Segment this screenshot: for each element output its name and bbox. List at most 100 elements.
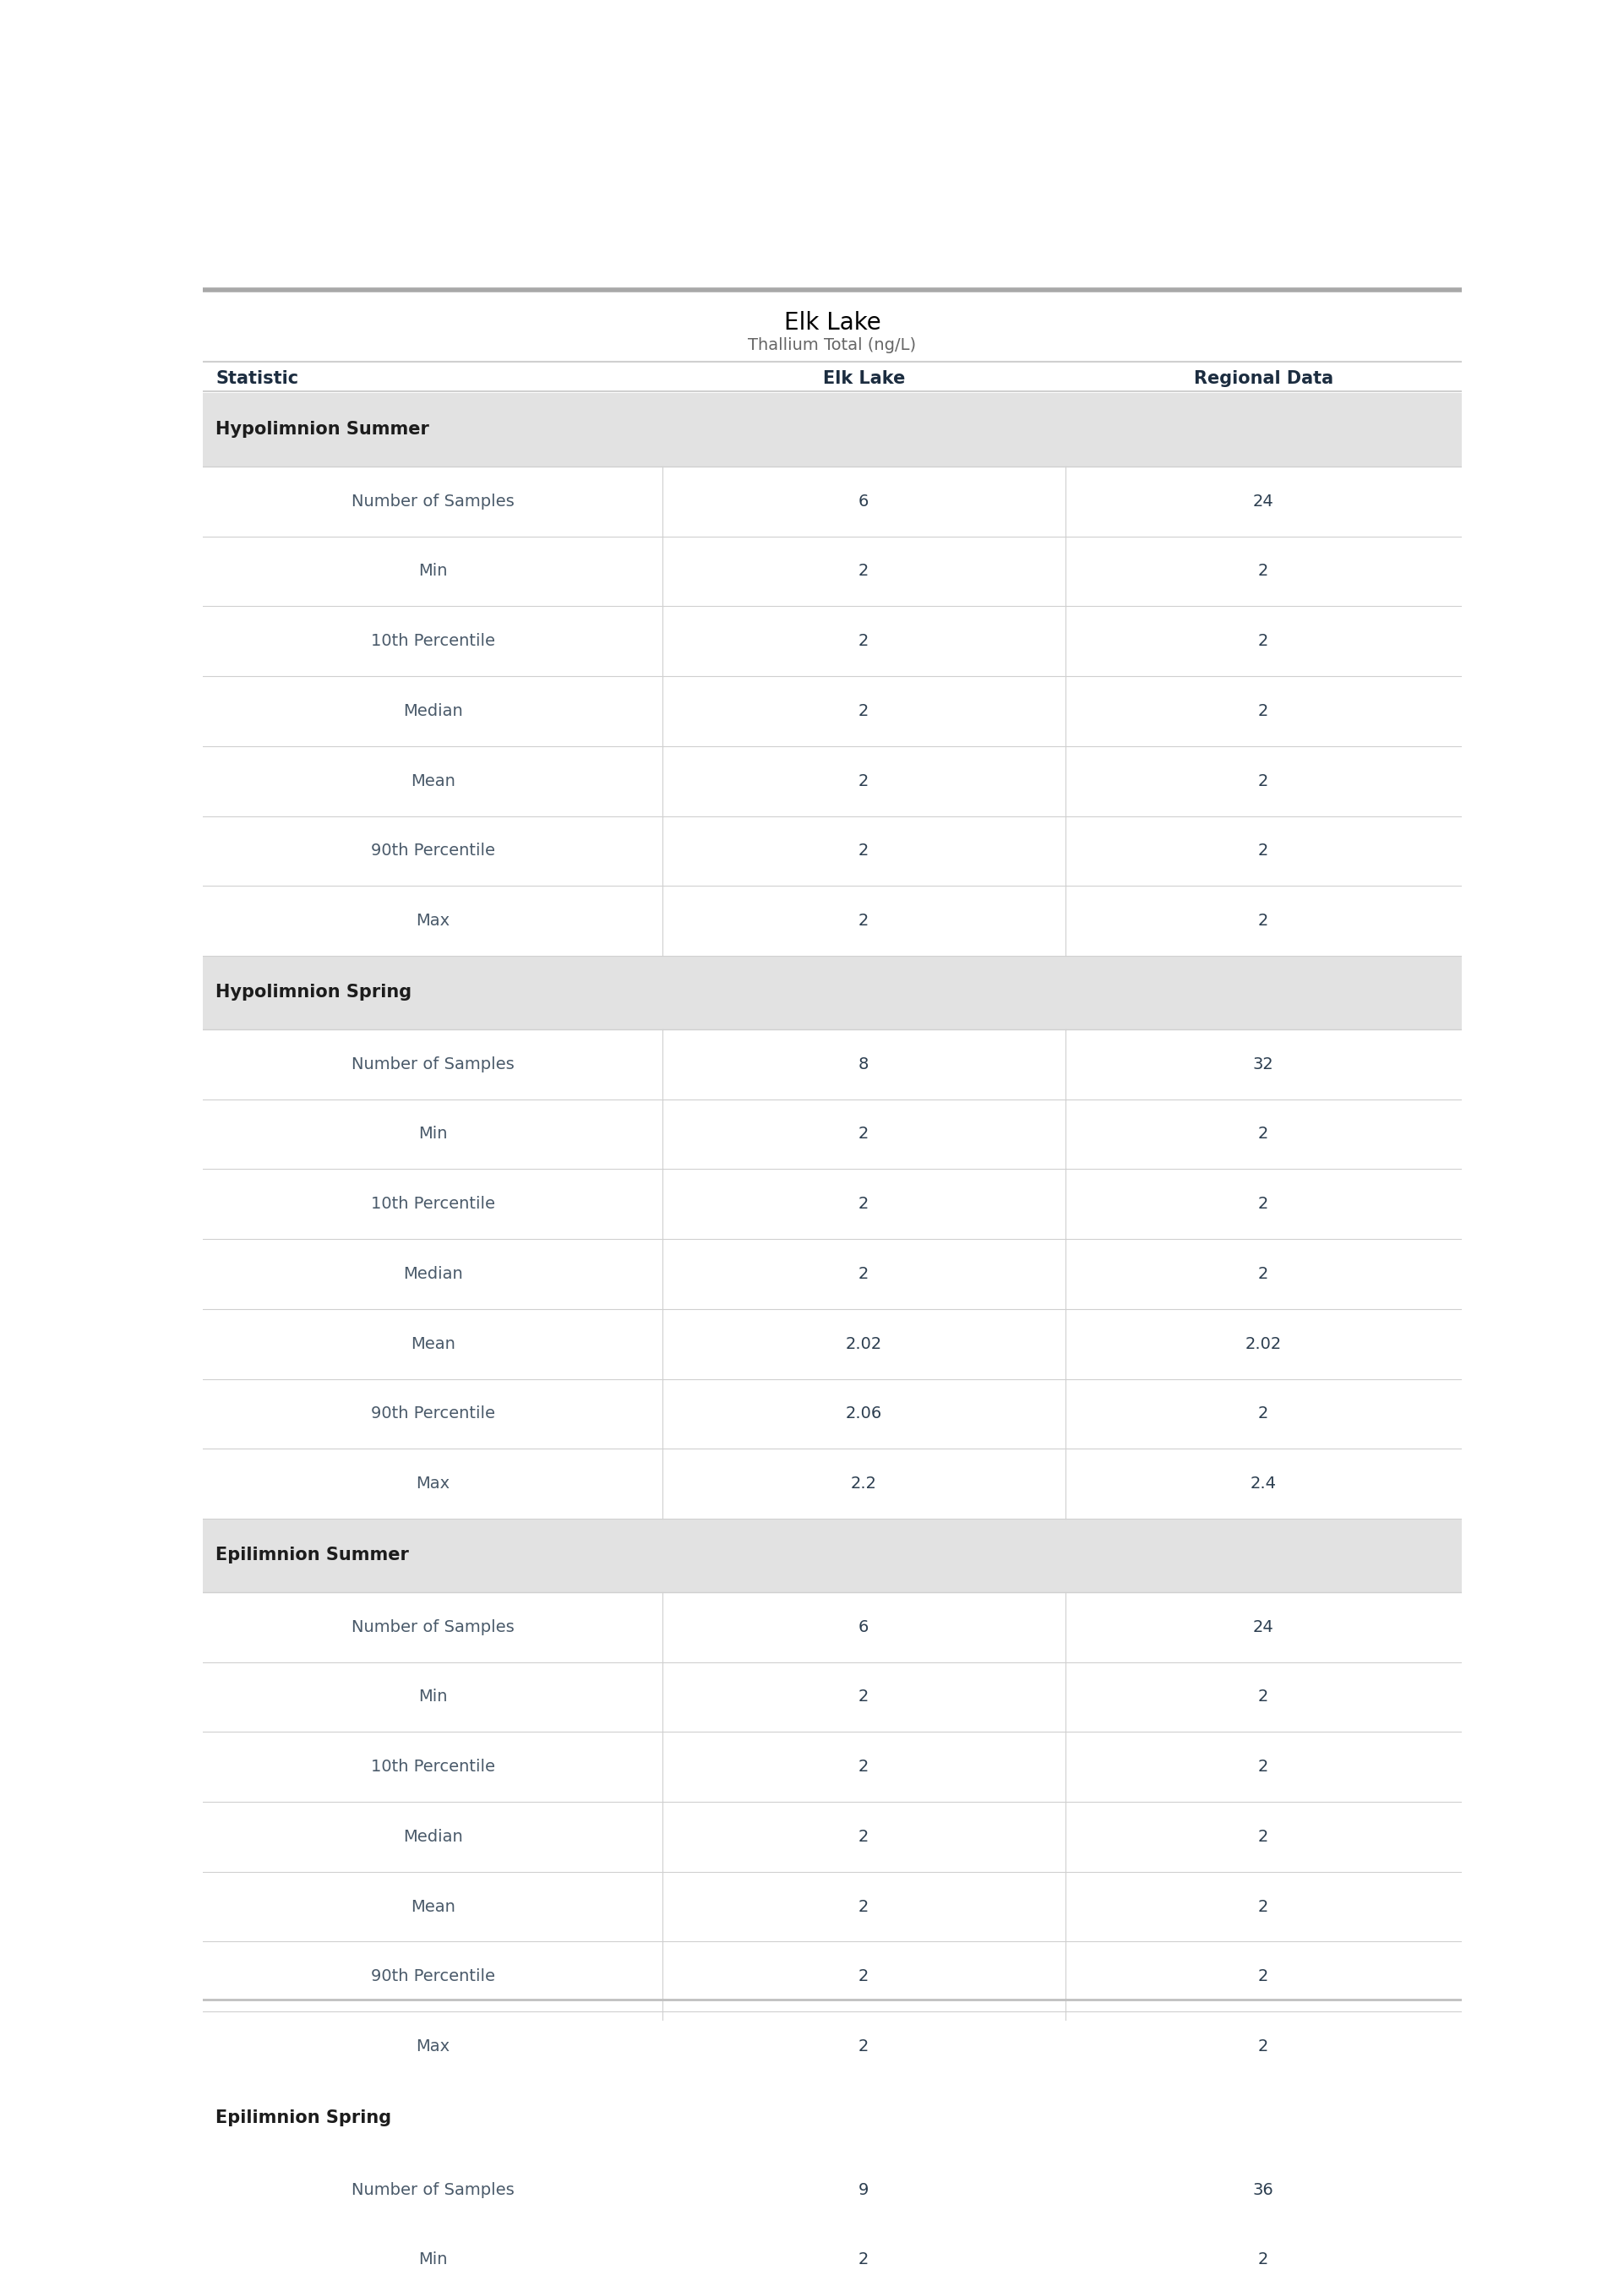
Bar bbox=[203, 676, 1462, 747]
Text: 2: 2 bbox=[859, 1830, 869, 1846]
Text: Min: Min bbox=[417, 1689, 447, 1705]
Text: Max: Max bbox=[416, 913, 450, 928]
Text: 2: 2 bbox=[1259, 842, 1268, 858]
Text: 2.4: 2.4 bbox=[1250, 1476, 1276, 1491]
Text: 10th Percentile: 10th Percentile bbox=[370, 1759, 495, 1775]
Text: 2: 2 bbox=[1259, 704, 1268, 720]
Text: 2: 2 bbox=[859, 2038, 869, 2054]
Bar bbox=[203, 747, 1462, 815]
Text: Elk Lake: Elk Lake bbox=[823, 370, 905, 388]
Text: 2.2: 2.2 bbox=[851, 1476, 877, 1491]
Bar bbox=[203, 2225, 1462, 2270]
Text: 24: 24 bbox=[1252, 493, 1273, 508]
Bar bbox=[203, 1941, 1462, 2011]
Text: 2: 2 bbox=[1259, 1689, 1268, 1705]
Text: Min: Min bbox=[417, 563, 447, 579]
Text: 10th Percentile: 10th Percentile bbox=[370, 633, 495, 649]
Text: 6: 6 bbox=[859, 493, 869, 508]
Text: 2: 2 bbox=[859, 1759, 869, 1775]
Text: Median: Median bbox=[403, 704, 463, 720]
Text: 2: 2 bbox=[859, 1267, 869, 1283]
Text: 2: 2 bbox=[859, 633, 869, 649]
Bar bbox=[203, 1310, 1462, 1378]
Text: 2: 2 bbox=[1259, 1898, 1268, 1914]
Text: 90th Percentile: 90th Percentile bbox=[370, 842, 495, 858]
Text: 2: 2 bbox=[859, 2252, 869, 2268]
Bar bbox=[203, 2011, 1462, 2082]
Bar bbox=[203, 885, 1462, 956]
Text: Number of Samples: Number of Samples bbox=[351, 1056, 515, 1071]
Bar bbox=[203, 956, 1462, 1028]
Text: 2: 2 bbox=[1259, 1759, 1268, 1775]
Text: 2: 2 bbox=[859, 1126, 869, 1142]
Text: 6: 6 bbox=[859, 1619, 869, 1634]
Bar bbox=[203, 2154, 1462, 2225]
Text: Hypolimnion Spring: Hypolimnion Spring bbox=[216, 985, 412, 1001]
Text: 2: 2 bbox=[859, 563, 869, 579]
Text: 90th Percentile: 90th Percentile bbox=[370, 1968, 495, 1984]
Bar bbox=[203, 536, 1462, 606]
Text: 2: 2 bbox=[1259, 2252, 1268, 2268]
Bar bbox=[203, 1448, 1462, 1519]
Text: Epilimnion Spring: Epilimnion Spring bbox=[216, 2109, 391, 2127]
Text: Number of Samples: Number of Samples bbox=[351, 1619, 515, 1634]
Bar bbox=[203, 1519, 1462, 1591]
Text: 2: 2 bbox=[1259, 774, 1268, 790]
Text: Min: Min bbox=[417, 2252, 447, 2268]
Text: 2: 2 bbox=[859, 1898, 869, 1914]
Bar bbox=[203, 606, 1462, 676]
Text: 2: 2 bbox=[1259, 1267, 1268, 1283]
Text: 36: 36 bbox=[1252, 2181, 1273, 2197]
Text: Mean: Mean bbox=[411, 1335, 455, 1353]
Text: Thallium Total (ng/L): Thallium Total (ng/L) bbox=[749, 336, 916, 354]
Text: Mean: Mean bbox=[411, 774, 455, 790]
Bar bbox=[203, 2082, 1462, 2154]
Text: 2: 2 bbox=[859, 774, 869, 790]
Text: 2.02: 2.02 bbox=[846, 1335, 882, 1353]
Text: 10th Percentile: 10th Percentile bbox=[370, 1196, 495, 1212]
Text: 2: 2 bbox=[1259, 1405, 1268, 1421]
Text: 2: 2 bbox=[859, 913, 869, 928]
Text: 2: 2 bbox=[1259, 563, 1268, 579]
Text: Max: Max bbox=[416, 1476, 450, 1491]
Text: Mean: Mean bbox=[411, 1898, 455, 1914]
Text: 32: 32 bbox=[1252, 1056, 1273, 1071]
Bar bbox=[203, 1873, 1462, 1941]
Text: 2: 2 bbox=[859, 1689, 869, 1705]
Text: 2: 2 bbox=[1259, 913, 1268, 928]
Text: Epilimnion Summer: Epilimnion Summer bbox=[216, 1546, 409, 1564]
Text: 2: 2 bbox=[859, 842, 869, 858]
Bar bbox=[203, 465, 1462, 536]
Text: 8: 8 bbox=[859, 1056, 869, 1071]
Text: 24: 24 bbox=[1252, 1619, 1273, 1634]
Text: 2: 2 bbox=[859, 1968, 869, 1984]
Bar bbox=[203, 1591, 1462, 1662]
Bar bbox=[203, 815, 1462, 885]
Bar bbox=[203, 1169, 1462, 1239]
Text: 2: 2 bbox=[1259, 1830, 1268, 1846]
Text: Min: Min bbox=[417, 1126, 447, 1142]
Text: 2: 2 bbox=[1259, 1126, 1268, 1142]
Text: Statistic: Statistic bbox=[216, 370, 299, 388]
Bar bbox=[203, 1239, 1462, 1310]
Bar bbox=[203, 1028, 1462, 1099]
Text: Regional Data: Regional Data bbox=[1194, 370, 1333, 388]
Text: Median: Median bbox=[403, 1267, 463, 1283]
Text: 2: 2 bbox=[1259, 1196, 1268, 1212]
Text: Number of Samples: Number of Samples bbox=[351, 2181, 515, 2197]
Text: 90th Percentile: 90th Percentile bbox=[370, 1405, 495, 1421]
Bar bbox=[203, 1662, 1462, 1732]
Text: 2.06: 2.06 bbox=[846, 1405, 882, 1421]
Text: Median: Median bbox=[403, 1830, 463, 1846]
Text: 2: 2 bbox=[859, 1196, 869, 1212]
Text: Number of Samples: Number of Samples bbox=[351, 493, 515, 508]
Text: Max: Max bbox=[416, 2038, 450, 2054]
Text: 2: 2 bbox=[859, 704, 869, 720]
Bar bbox=[203, 393, 1462, 465]
Bar bbox=[203, 1099, 1462, 1169]
Text: 2: 2 bbox=[1259, 2038, 1268, 2054]
Text: Elk Lake: Elk Lake bbox=[784, 311, 880, 334]
Text: 2: 2 bbox=[1259, 1968, 1268, 1984]
Text: 2.02: 2.02 bbox=[1246, 1335, 1281, 1353]
Bar bbox=[203, 1802, 1462, 1873]
